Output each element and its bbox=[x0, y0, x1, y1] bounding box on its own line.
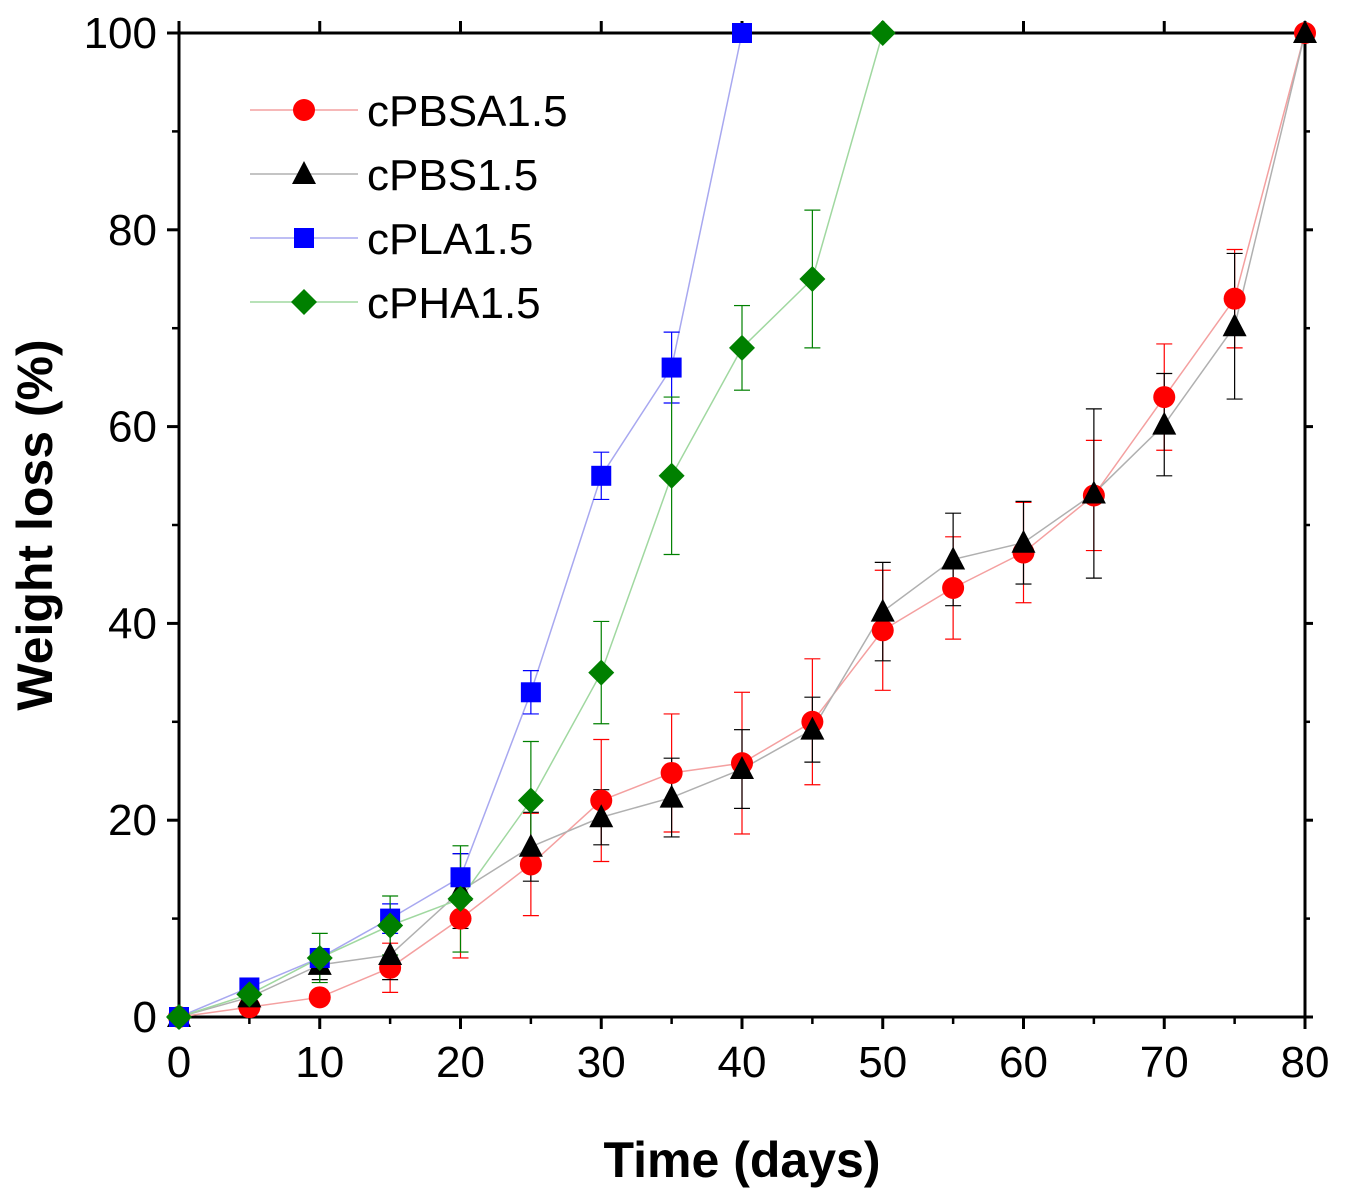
data-point bbox=[450, 867, 471, 888]
x-tick-label: 10 bbox=[295, 1038, 344, 1087]
series-cPBS1.5 bbox=[178, 32, 1306, 1018]
data-point bbox=[449, 907, 472, 930]
x-tick-label: 30 bbox=[577, 1038, 626, 1087]
legend: cPBSA1.5 cPBS1.5 cPLA1.5 cPHA1.5 bbox=[250, 87, 568, 328]
legend-item: cPHA1.5 bbox=[250, 279, 541, 328]
x-axis-title: Time (days) bbox=[604, 1132, 881, 1188]
legend-marker bbox=[293, 99, 315, 121]
data-point bbox=[942, 576, 965, 599]
legend-label: cPBS1.5 bbox=[367, 151, 538, 200]
data-point bbox=[519, 853, 542, 876]
data-point bbox=[1222, 313, 1247, 337]
legend-marker bbox=[292, 161, 316, 184]
data-point bbox=[730, 756, 754, 780]
series-layer bbox=[166, 20, 1317, 1030]
plot-frame bbox=[167, 21, 1313, 1029]
data-point bbox=[377, 912, 404, 939]
x-tick-label: 50 bbox=[858, 1038, 907, 1087]
series-line bbox=[178, 32, 1306, 1018]
y-tick-label: 100 bbox=[84, 9, 157, 58]
data-point bbox=[308, 986, 331, 1009]
legend-label: cPHA1.5 bbox=[367, 279, 541, 328]
x-tick-label: 0 bbox=[167, 1038, 191, 1087]
data-point bbox=[520, 682, 541, 703]
y-tick-label: 60 bbox=[108, 403, 157, 452]
data-point bbox=[800, 716, 825, 740]
data-point bbox=[378, 942, 403, 966]
data-point bbox=[941, 546, 966, 570]
legend-marker bbox=[294, 228, 314, 248]
y-tick-label: 80 bbox=[108, 206, 157, 255]
data-point bbox=[517, 787, 544, 814]
data-point bbox=[447, 885, 474, 912]
data-point bbox=[1081, 480, 1106, 504]
data-point bbox=[658, 462, 685, 489]
data-point bbox=[1223, 287, 1246, 310]
data-point bbox=[588, 659, 615, 686]
data-point bbox=[166, 1004, 192, 1030]
data-point bbox=[870, 598, 895, 622]
data-point bbox=[1153, 386, 1176, 409]
markers-cPBS1.5 bbox=[167, 20, 1317, 1027]
data-point bbox=[236, 981, 263, 1008]
x-tick-label: 80 bbox=[1281, 1038, 1330, 1087]
legend-item: cPLA1.5 bbox=[250, 215, 533, 264]
data-point bbox=[799, 266, 826, 292]
series-cPBSA1.5 bbox=[178, 32, 1306, 1018]
y-tick-label: 0 bbox=[133, 993, 157, 1042]
legend-item: cPBSA1.5 bbox=[250, 87, 568, 136]
plot-border bbox=[177, 31, 1307, 1019]
data-point bbox=[659, 784, 684, 808]
data-point bbox=[590, 789, 613, 812]
x-tick-label: 70 bbox=[1140, 1038, 1189, 1087]
data-point bbox=[589, 804, 614, 828]
x-tick-label: 40 bbox=[718, 1038, 767, 1087]
x-tick-label: 60 bbox=[999, 1038, 1048, 1087]
tick-labels: 0 10 20 30 40 50 60 70 80 0 20 40 60 80 100 bbox=[84, 9, 1330, 1087]
series-line bbox=[178, 32, 1306, 1018]
data-point bbox=[871, 619, 894, 642]
data-point bbox=[1011, 529, 1036, 553]
data-point bbox=[591, 465, 612, 486]
data-point bbox=[660, 761, 683, 784]
y-tick-label: 40 bbox=[108, 599, 157, 648]
markers-cPBSA1.5 bbox=[168, 22, 1316, 1028]
data-point bbox=[732, 23, 752, 43]
legend-label: cPLA1.5 bbox=[367, 215, 533, 264]
data-point bbox=[1293, 20, 1317, 43]
legend-label: cPBSA1.5 bbox=[367, 87, 568, 136]
data-point bbox=[1152, 411, 1177, 435]
data-point bbox=[869, 20, 896, 46]
legend-marker bbox=[291, 289, 317, 315]
data-point bbox=[306, 944, 333, 971]
legend-item: cPBS1.5 bbox=[250, 151, 538, 200]
markers-cPHA1.5 bbox=[166, 20, 896, 1030]
data-point bbox=[661, 357, 682, 378]
data-point bbox=[518, 833, 543, 857]
x-tick-label: 20 bbox=[436, 1038, 485, 1087]
y-axis-title: Weight loss (%) bbox=[7, 339, 63, 710]
y-tick-label: 20 bbox=[108, 796, 157, 845]
data-point bbox=[729, 334, 755, 361]
